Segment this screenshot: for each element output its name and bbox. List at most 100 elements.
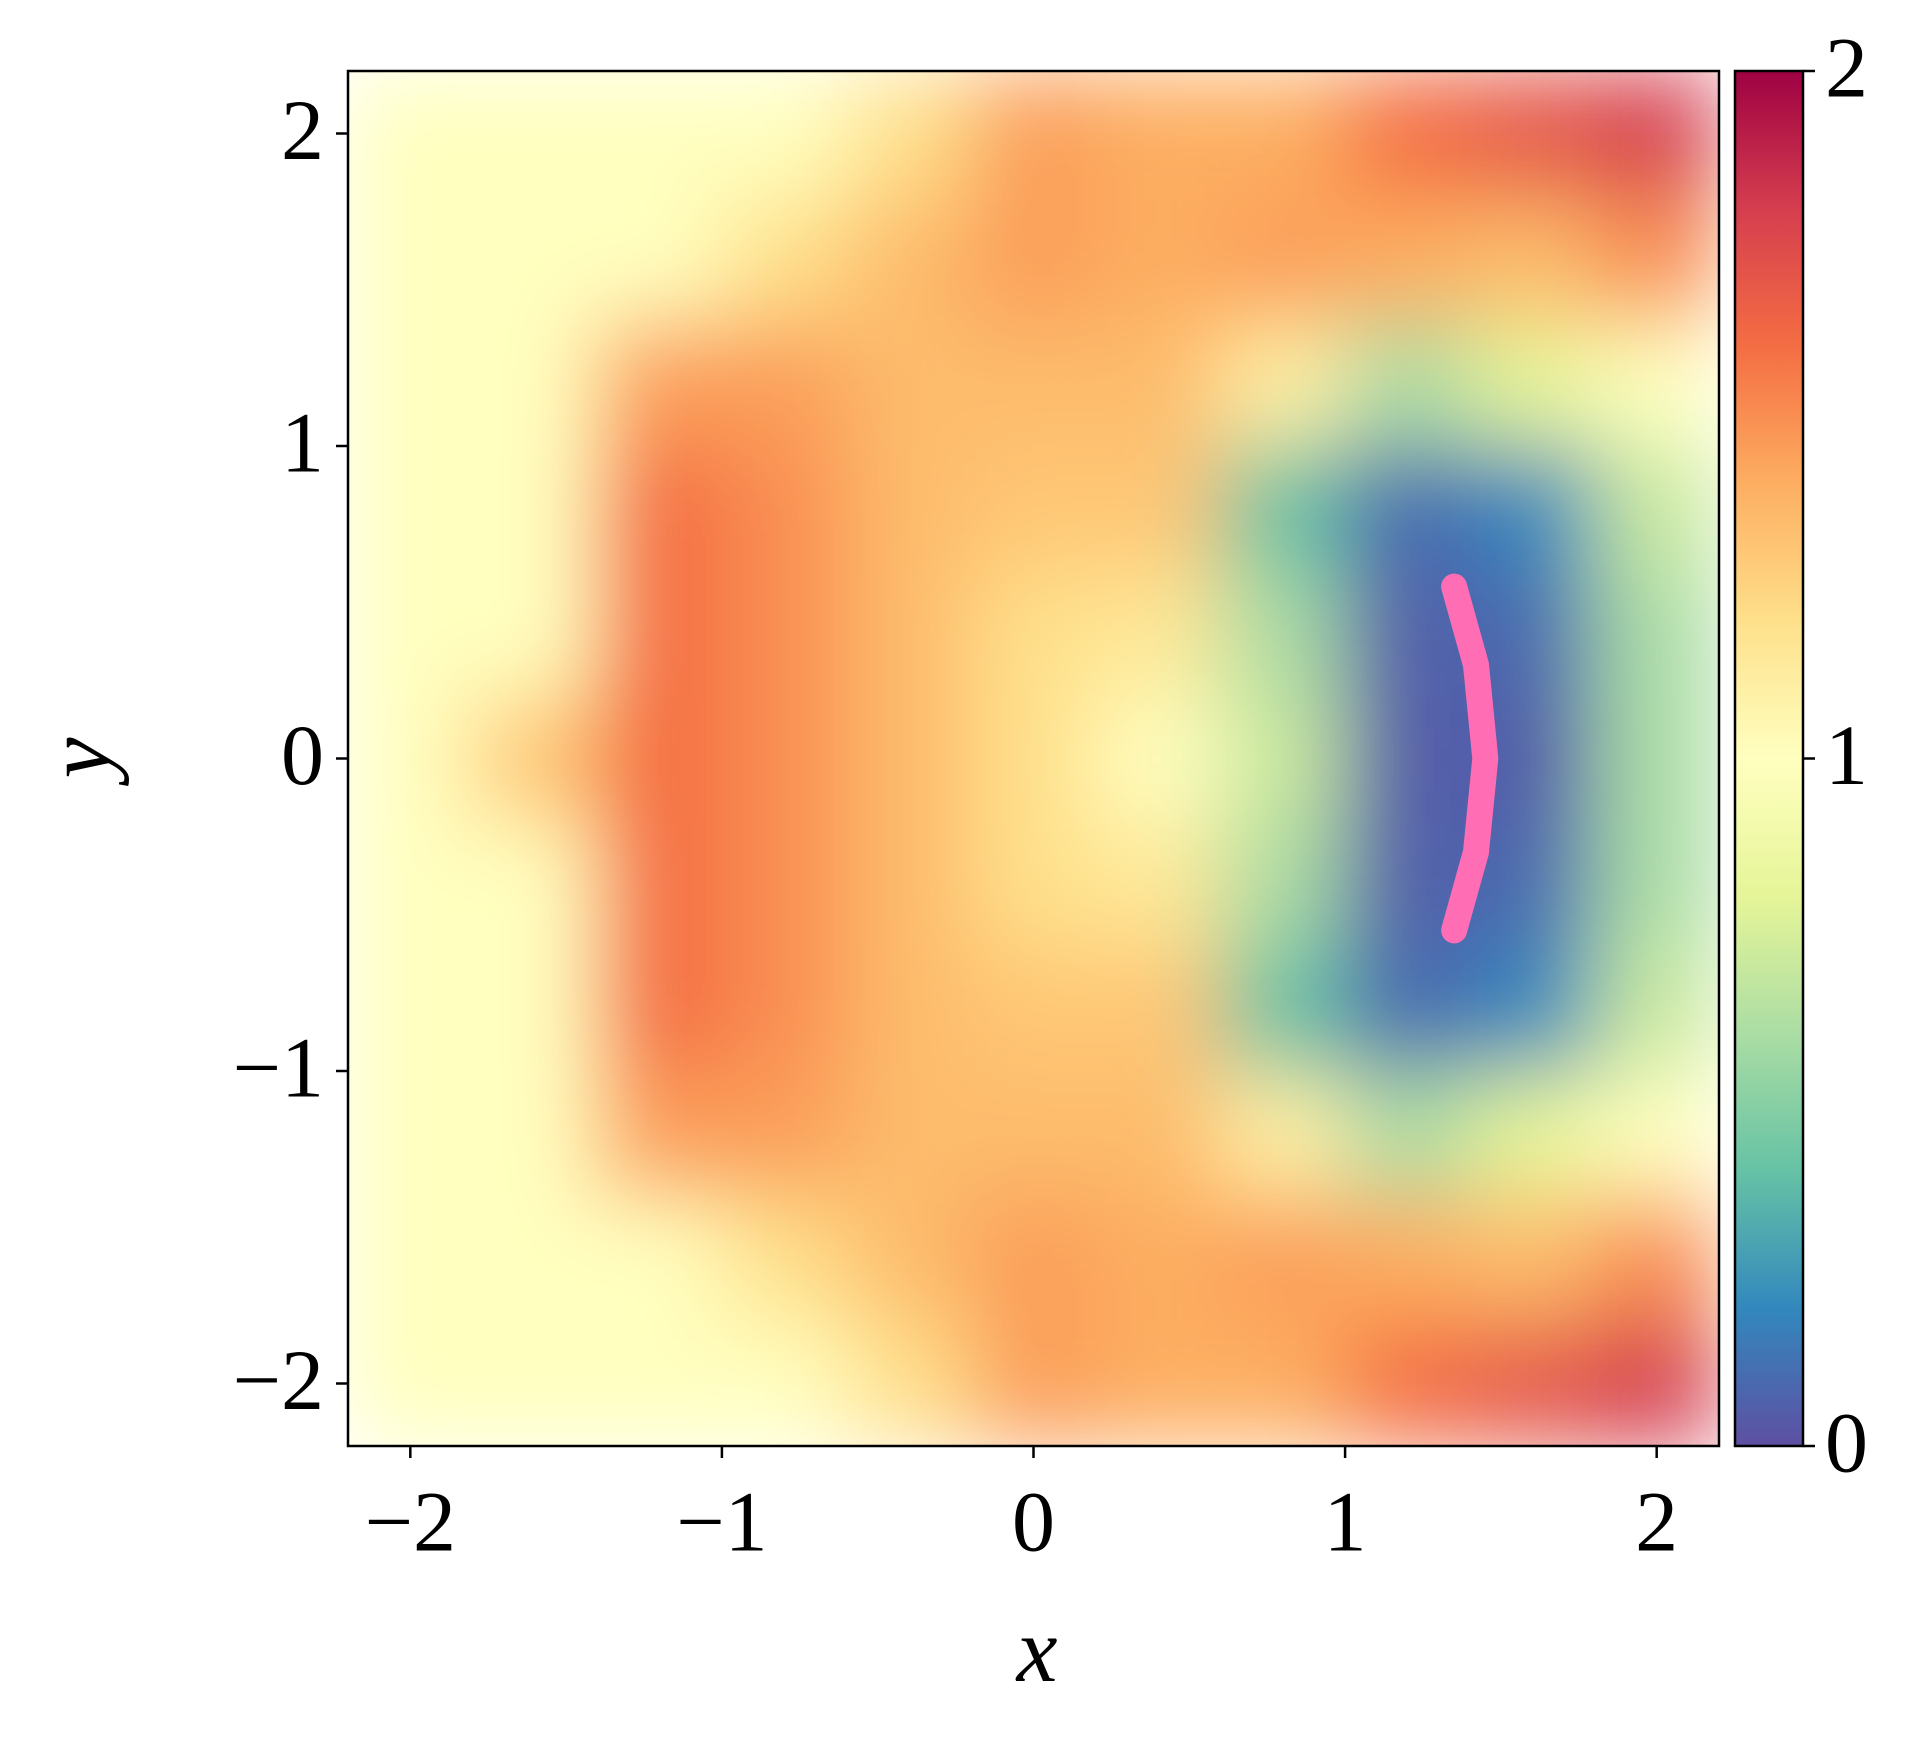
contour-cell (1468, 945, 1596, 1072)
contour-cell (596, 1070, 723, 1197)
contour-cell (1219, 695, 1347, 822)
contour-cell (1094, 1320, 1222, 1446)
contour-cell (348, 320, 474, 447)
contour-cell (845, 1320, 973, 1446)
contour-cell (596, 320, 723, 447)
y-tick-label: −1 (232, 1020, 324, 1116)
contour-cell (1593, 320, 1719, 447)
contour-cell (720, 695, 848, 822)
x-tick-label: 0 (1012, 1474, 1055, 1570)
contour-cell (720, 1070, 848, 1197)
contour-cell (1468, 1195, 1596, 1322)
contour-cell (970, 945, 1097, 1072)
curve (1441, 573, 1499, 944)
contour-cell (1593, 195, 1719, 322)
contour-cell (596, 71, 723, 197)
contour-cell (1344, 71, 1471, 197)
contour-cell (970, 320, 1097, 447)
contour-cell (1219, 320, 1347, 447)
contour-cell (348, 71, 474, 197)
contour-cell (1094, 1195, 1222, 1322)
contour-cell (720, 71, 848, 197)
contour-cell (348, 820, 474, 947)
contour-cell (1468, 1070, 1596, 1197)
contour-cell (348, 1195, 474, 1322)
contour-cell (1219, 1320, 1347, 1446)
contour-cell (1219, 570, 1347, 697)
contour-cell (471, 1320, 599, 1446)
contour-cell (970, 695, 1097, 822)
contour-cell (471, 71, 599, 197)
contour-cell (970, 1195, 1097, 1322)
contour-cell (1593, 1070, 1719, 1197)
x-axis-label: x (1015, 1599, 1058, 1701)
contour-cell (1094, 945, 1222, 1072)
contour-cell (596, 1195, 723, 1322)
contour-cell (1219, 820, 1347, 947)
contour-cell (1094, 570, 1222, 697)
colorbar-tick-label: 2 (1825, 20, 1868, 116)
contour-cell (471, 945, 599, 1072)
contour-cell (596, 195, 723, 322)
contour-cell (348, 445, 474, 572)
contour-cell (1094, 71, 1222, 197)
contour-cell (1468, 445, 1596, 572)
contour-cell (720, 945, 848, 1072)
contour-cell (970, 820, 1097, 947)
contour-cell (970, 195, 1097, 322)
contour-cell (1593, 445, 1719, 572)
field (348, 71, 1719, 1446)
contour-cell (596, 1320, 723, 1446)
contour-cell (1468, 195, 1596, 322)
contour-cell (1593, 945, 1719, 1072)
contour-cell (1219, 195, 1347, 322)
contour-cell (596, 820, 723, 947)
contour-cell (1468, 1320, 1596, 1446)
contour-cell (471, 695, 599, 822)
contour-cell (970, 1070, 1097, 1197)
contour-cell (1094, 1070, 1222, 1197)
x-tick-label: 2 (1635, 1474, 1678, 1570)
contour-cell (596, 695, 723, 822)
contour-cell (845, 695, 973, 822)
contour-cell (471, 320, 599, 447)
contour-cell (596, 570, 723, 697)
contour-cell (1593, 570, 1719, 697)
contour-cell (845, 570, 973, 697)
contour-cell (1094, 695, 1222, 822)
contour-cell (1219, 445, 1347, 572)
contour-cell (720, 320, 848, 447)
contour-cell (1219, 71, 1347, 197)
colorbar-tick-label: 1 (1825, 707, 1868, 803)
contour-cell (471, 445, 599, 572)
contour-cell (1094, 820, 1222, 947)
contour-cell (1094, 445, 1222, 572)
contour-cell (845, 71, 973, 197)
x-tick-label: −2 (365, 1474, 457, 1570)
contour-cell (596, 445, 723, 572)
contour-cell (1468, 71, 1596, 197)
contour-cell (720, 820, 848, 947)
contour-cell (1344, 1195, 1471, 1322)
y-tick-label: 2 (281, 82, 324, 178)
y-tick-label: 1 (281, 395, 324, 491)
contour-cell (720, 445, 848, 572)
contour-cell (348, 1070, 474, 1197)
y-tick-label: 0 (281, 707, 324, 803)
contour-cell (596, 945, 723, 1072)
contour-cell (720, 1320, 848, 1446)
contour-cell (1593, 695, 1719, 822)
contour-cell (720, 570, 848, 697)
contour-cell (471, 195, 599, 322)
contour-cell (1593, 820, 1719, 947)
contour-cell (1094, 195, 1222, 322)
contour-cell (970, 71, 1097, 197)
y-axis-label: y (27, 737, 129, 786)
colorbar-tick-label: 0 (1825, 1395, 1868, 1491)
contour-cell (970, 570, 1097, 697)
contour-cell (1344, 320, 1471, 447)
contour-cell (471, 1070, 599, 1197)
contour-cell (1468, 320, 1596, 447)
contour-cell (1344, 945, 1471, 1072)
